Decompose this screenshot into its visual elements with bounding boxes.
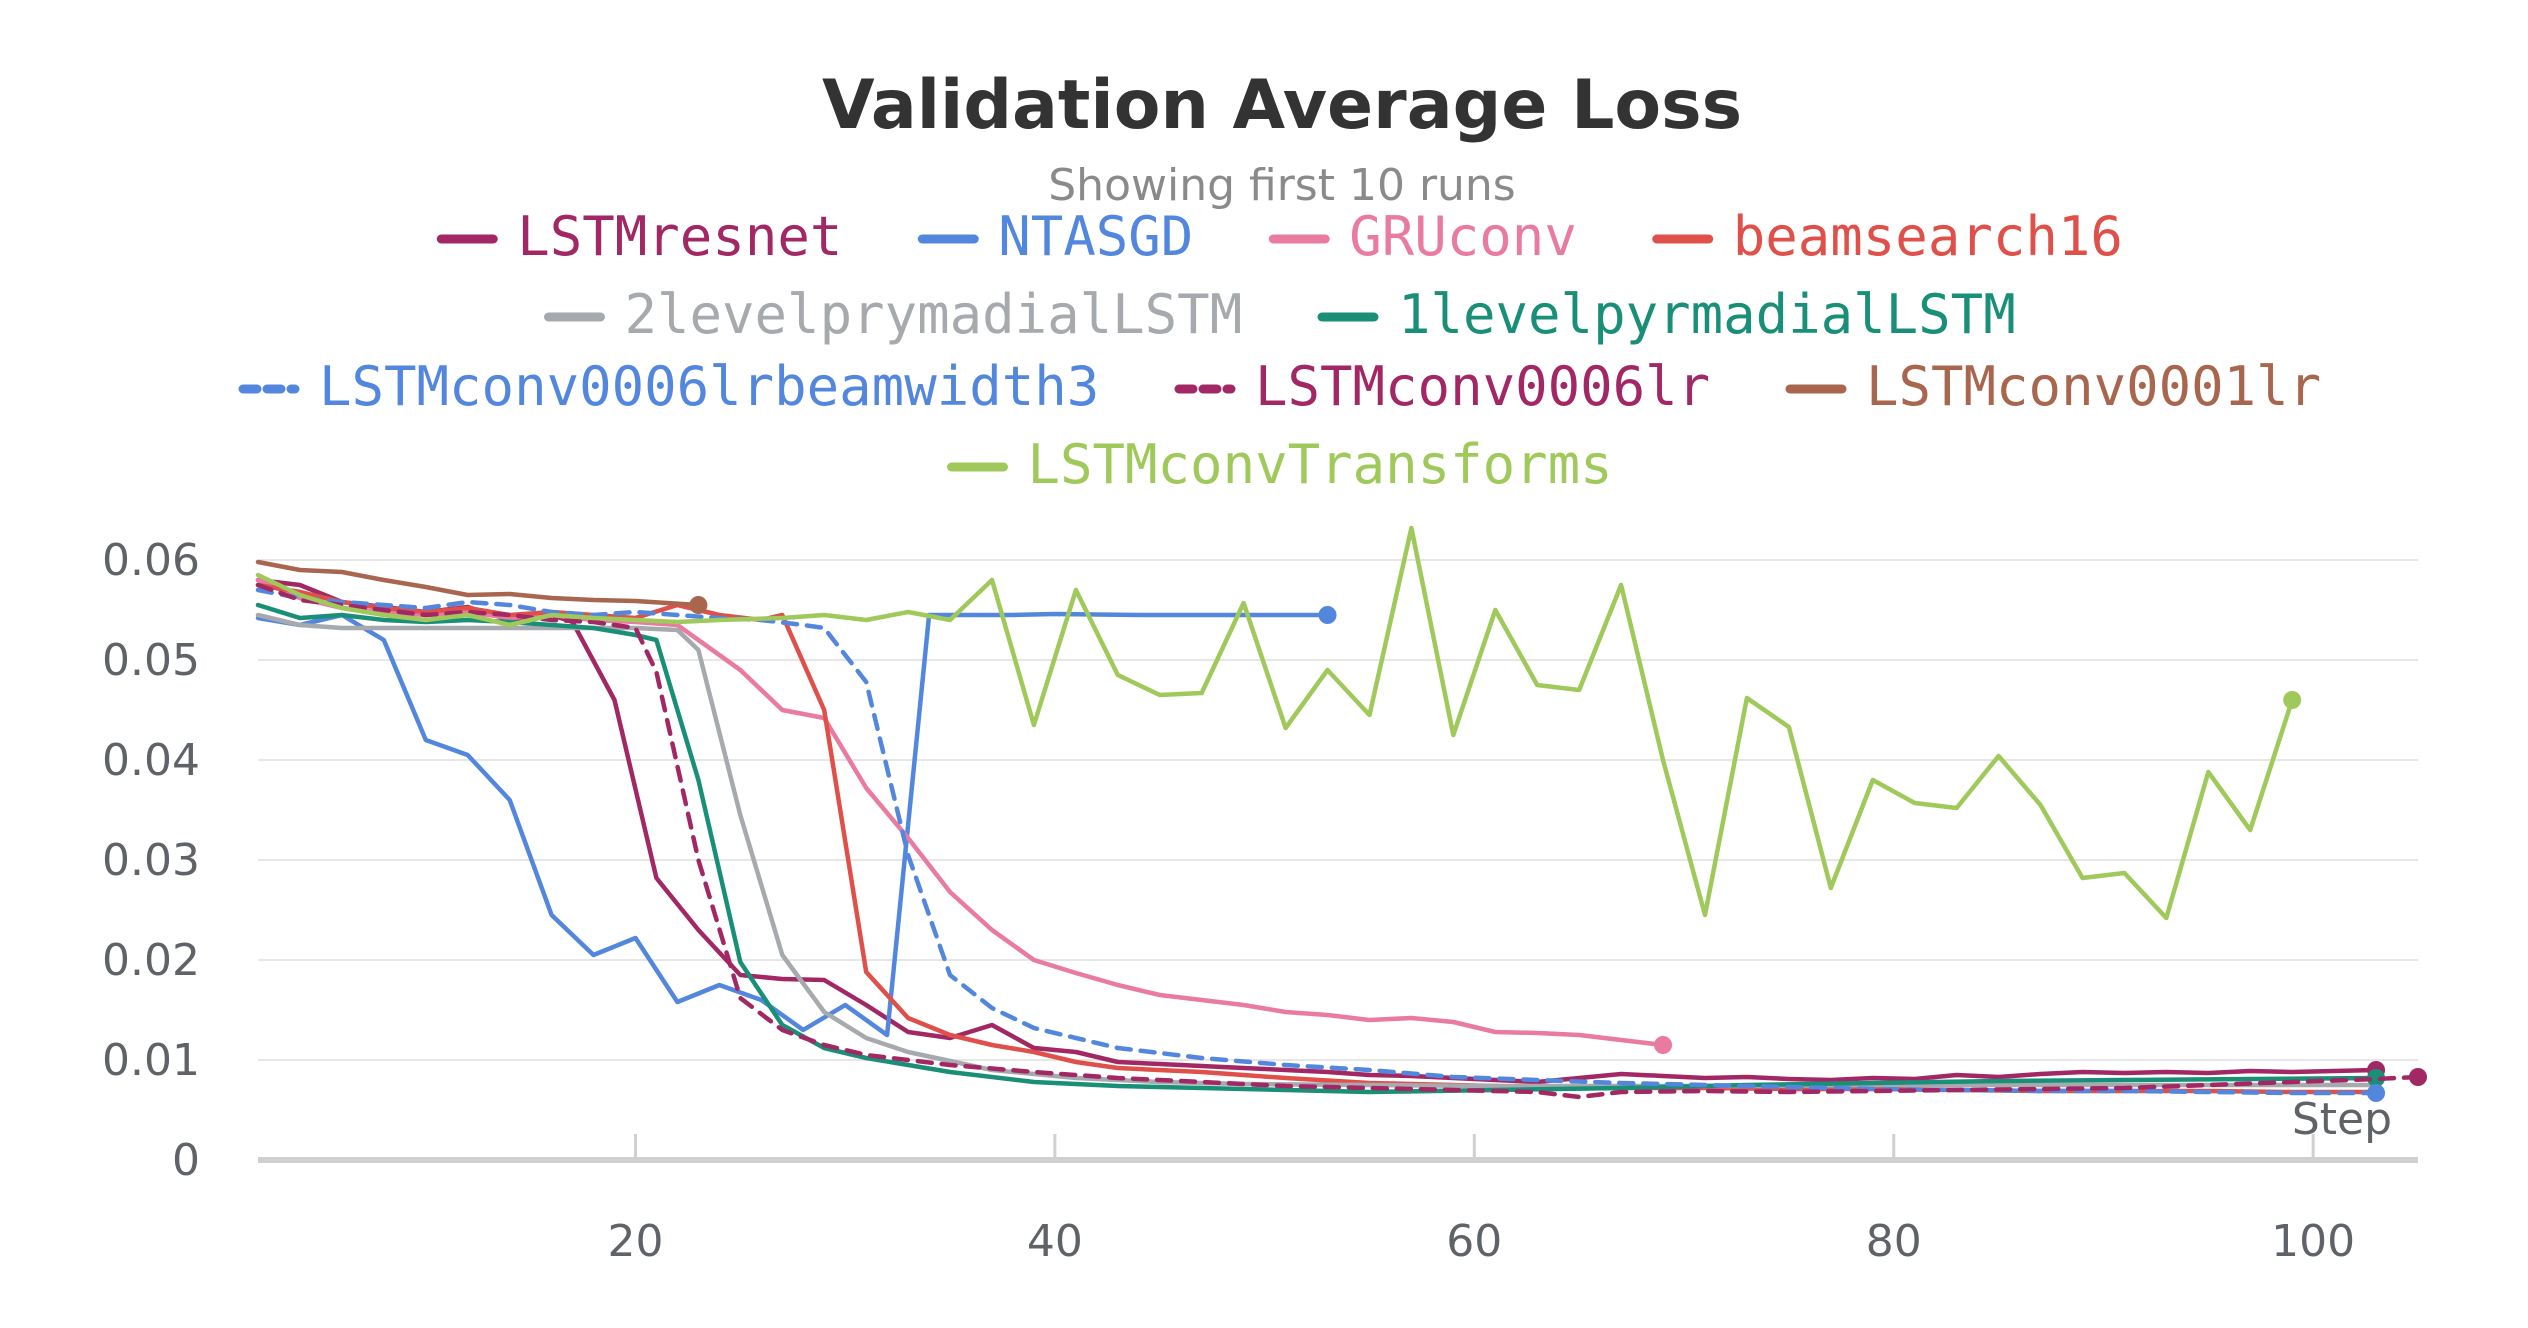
legend-item-LSTMconv0001lr[interactable]: LSTMconv0001lr <box>1785 355 2321 418</box>
x-tick-label: 40 <box>1027 1216 1083 1267</box>
legend-item-1levelpyrmadialLSTM[interactable]: 1levelpyrmadialLSTM <box>1317 283 2016 346</box>
series-end-point-LSTMconv0001lr <box>689 596 708 614</box>
legend-item-2levelprymadialLSTM[interactable]: 2levelprymadialLSTM <box>544 283 1243 346</box>
legend-item-NTASGD[interactable]: NTASGD <box>917 205 1193 268</box>
legend-label: NTASGD <box>998 205 1193 268</box>
series-end-point-LSTMconv0006lrbeamwidth3 <box>2367 1084 2386 1102</box>
x-tick-label: 60 <box>1446 1216 1502 1267</box>
legend-item-LSTMconvTransforms[interactable]: LSTMconvTransforms <box>947 433 1613 496</box>
series-line-NTASGD <box>255 611 1330 1038</box>
chart-subtitle: Showing first 10 runs <box>1048 160 1515 211</box>
legend-label: GRUconv <box>1349 205 1577 268</box>
legend-label: LSTMresnet <box>517 205 842 268</box>
x-tick-label: 100 <box>2271 1216 2355 1267</box>
series-line-LSTMconv0006lr <box>255 582 2421 1100</box>
legend-item-LSTMconv0006lrbeamwidth3[interactable]: LSTMconv0006lrbeamwidth3 <box>238 355 1099 418</box>
legend-item-GRUconv[interactable]: GRUconv <box>1268 205 1577 268</box>
series-line-LSTMconv0001lr <box>255 559 701 608</box>
legend-label: LSTMconvTransforms <box>1028 433 1613 496</box>
chart-title: Validation Average Loss <box>822 66 1742 145</box>
legend-label: LSTMconv0006lrbeamwidth3 <box>319 355 1099 418</box>
x-tick-label: 80 <box>1866 1216 1922 1267</box>
legend-item-beamsearch16[interactable]: beamsearch16 <box>1652 205 2123 268</box>
series-end-point-LSTMconvTransforms <box>2283 691 2302 709</box>
series-end-point-1levelpyrmadialLSTM <box>2367 1069 2386 1087</box>
series-line-1levelpyrmadialLSTM <box>255 602 2379 1095</box>
series-line-LSTMconvTransforms <box>255 525 2295 921</box>
plot-area <box>255 525 2427 1102</box>
legend-label: beamsearch16 <box>1733 205 2123 268</box>
legend-item-LSTMresnet[interactable]: LSTMresnet <box>436 205 842 268</box>
y-tick-label: 0.03 <box>102 835 200 886</box>
legend-label: LSTMconv0006lr <box>1255 355 1710 418</box>
x-axis-label: Step <box>2292 1094 2392 1145</box>
series-line-LSTMconv0006lrbeamwidth3 <box>255 587 2379 1096</box>
legend-item-LSTMconv0006lr[interactable]: LSTMconv0006lr <box>1174 355 1710 418</box>
legend: LSTMresnet NTASGD GRUconv beamsearch16 2leve… <box>238 205 2321 496</box>
legend-label: 2levelprymadialLSTM <box>625 283 1243 346</box>
x-tick-label: 20 <box>607 1216 663 1267</box>
y-tick-label: 0 <box>172 1135 200 1186</box>
y-tick-label: 0.05 <box>102 635 200 686</box>
y-tick-label: 0.04 <box>102 735 200 786</box>
legend-label: 1levelpyrmadialLSTM <box>1398 283 2016 346</box>
series-line-LSTMresnet <box>255 577 2379 1085</box>
gridlines <box>258 559 2418 1061</box>
y-tick-label: 0.01 <box>102 1035 200 1086</box>
series-line-GRUconv <box>255 577 1666 1048</box>
series-end-point-NTASGD <box>1318 606 1337 624</box>
axes: 0 0.01 0.02 0.03 0.04 0.05 0.06 20 40 60 80 100 <box>102 535 2418 1267</box>
legend-label: LSTMconv0001lr <box>1866 355 2321 418</box>
y-tick-label: 0.06 <box>102 535 200 586</box>
series-end-point-LSTMconv0006lr <box>2409 1068 2427 1086</box>
y-tick-label: 0.02 <box>102 935 200 986</box>
series-end-point-GRUconv <box>1654 1036 1673 1054</box>
